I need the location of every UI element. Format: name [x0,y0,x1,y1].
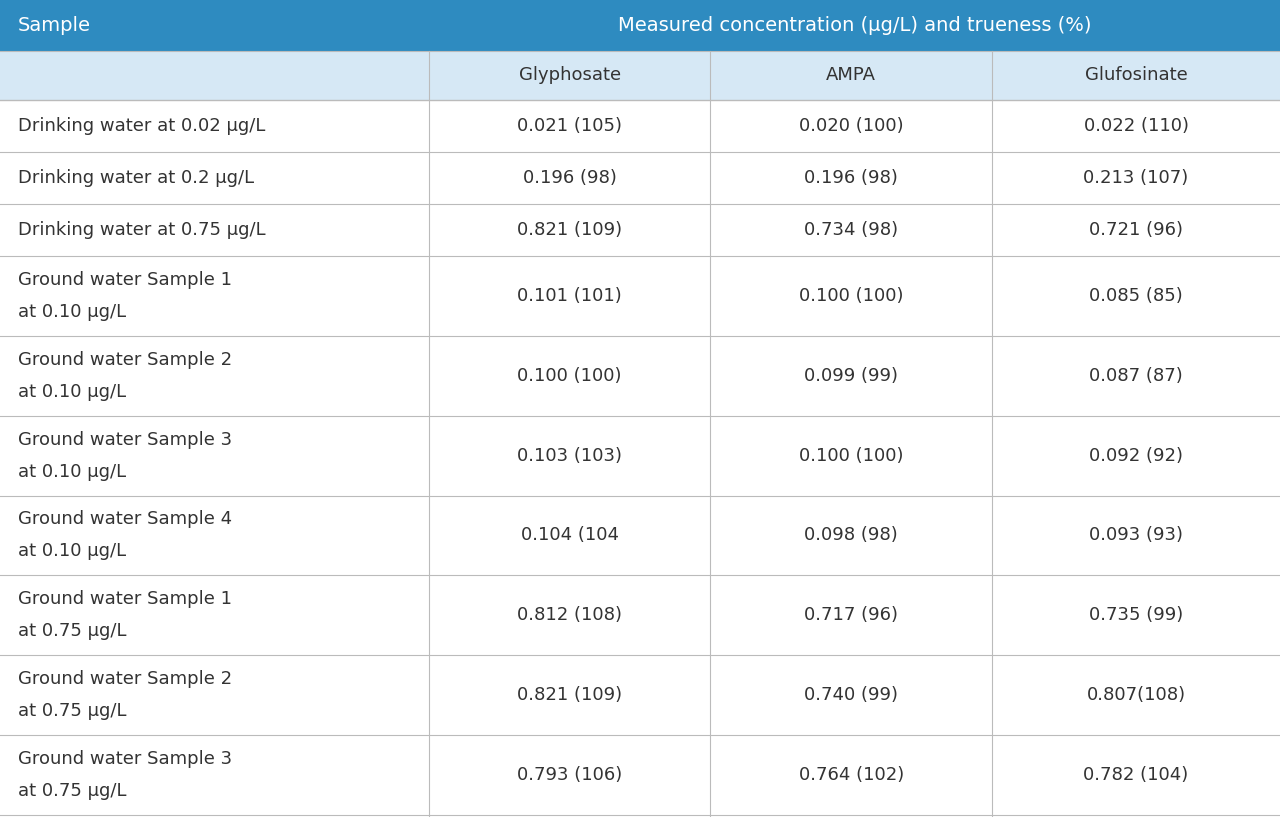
Text: Drinking water at 0.75 μg/L: Drinking water at 0.75 μg/L [18,221,266,239]
Text: 0.213 (107): 0.213 (107) [1083,169,1189,187]
Text: 0.793 (106): 0.793 (106) [517,766,622,784]
Text: 0.020 (100): 0.020 (100) [799,117,904,135]
Text: 0.821 (109): 0.821 (109) [517,221,622,239]
Text: 0.098 (98): 0.098 (98) [804,526,899,544]
Text: 0.093 (93): 0.093 (93) [1089,526,1183,544]
Text: 0.022 (110): 0.022 (110) [1083,117,1189,135]
Text: at 0.75 μg/L: at 0.75 μg/L [18,782,127,800]
Text: at 0.10 μg/L: at 0.10 μg/L [18,303,127,321]
Text: at 0.75 μg/L: at 0.75 μg/L [18,703,127,721]
Text: at 0.10 μg/L: at 0.10 μg/L [18,542,127,560]
Text: 0.821 (109): 0.821 (109) [517,686,622,704]
Text: 0.721 (96): 0.721 (96) [1089,221,1183,239]
Text: Drinking water at 0.02 μg/L: Drinking water at 0.02 μg/L [18,117,265,135]
Text: 0.100 (100): 0.100 (100) [799,287,904,305]
Text: 0.740 (99): 0.740 (99) [804,686,899,704]
Text: Ground water Sample 2: Ground water Sample 2 [18,350,232,368]
Text: 0.764 (102): 0.764 (102) [799,766,904,784]
Text: 0.021 (105): 0.021 (105) [517,117,622,135]
Text: Drinking water at 0.2 μg/L: Drinking water at 0.2 μg/L [18,169,255,187]
Text: 0.100 (100): 0.100 (100) [517,367,622,385]
Text: 0.812 (108): 0.812 (108) [517,606,622,624]
Text: 0.085 (85): 0.085 (85) [1089,287,1183,305]
Text: at 0.10 μg/L: at 0.10 μg/L [18,382,127,400]
Text: 0.092 (92): 0.092 (92) [1089,447,1183,465]
Text: Sample: Sample [18,16,91,35]
Text: Ground water Sample 1: Ground water Sample 1 [18,591,232,609]
Text: 0.734 (98): 0.734 (98) [804,221,899,239]
Text: Ground water Sample 3: Ground water Sample 3 [18,431,232,449]
Text: 0.104 (104: 0.104 (104 [521,526,618,544]
Text: 0.735 (99): 0.735 (99) [1089,606,1183,624]
Text: Glyphosate: Glyphosate [518,66,621,84]
Text: 0.196 (98): 0.196 (98) [804,169,899,187]
Text: 0.103 (103): 0.103 (103) [517,447,622,465]
Text: Ground water Sample 1: Ground water Sample 1 [18,270,232,288]
Text: Ground water Sample 4: Ground water Sample 4 [18,511,232,529]
Text: Ground water Sample 3: Ground water Sample 3 [18,750,232,768]
Text: 0.087 (87): 0.087 (87) [1089,367,1183,385]
Text: 0.099 (99): 0.099 (99) [804,367,899,385]
Text: Ground water Sample 2: Ground water Sample 2 [18,670,232,688]
Text: 0.717 (96): 0.717 (96) [804,606,899,624]
Text: AMPA: AMPA [826,66,877,84]
Text: at 0.75 μg/L: at 0.75 μg/L [18,623,127,641]
Text: 0.807(108): 0.807(108) [1087,686,1185,704]
Text: 0.100 (100): 0.100 (100) [799,447,904,465]
Text: at 0.10 μg/L: at 0.10 μg/L [18,462,127,480]
Text: Glufosinate: Glufosinate [1084,66,1188,84]
Text: Measured concentration (μg/L) and trueness (%): Measured concentration (μg/L) and truene… [618,16,1091,35]
Text: 0.782 (104): 0.782 (104) [1083,766,1189,784]
Text: 0.101 (101): 0.101 (101) [517,287,622,305]
Text: 0.196 (98): 0.196 (98) [522,169,617,187]
